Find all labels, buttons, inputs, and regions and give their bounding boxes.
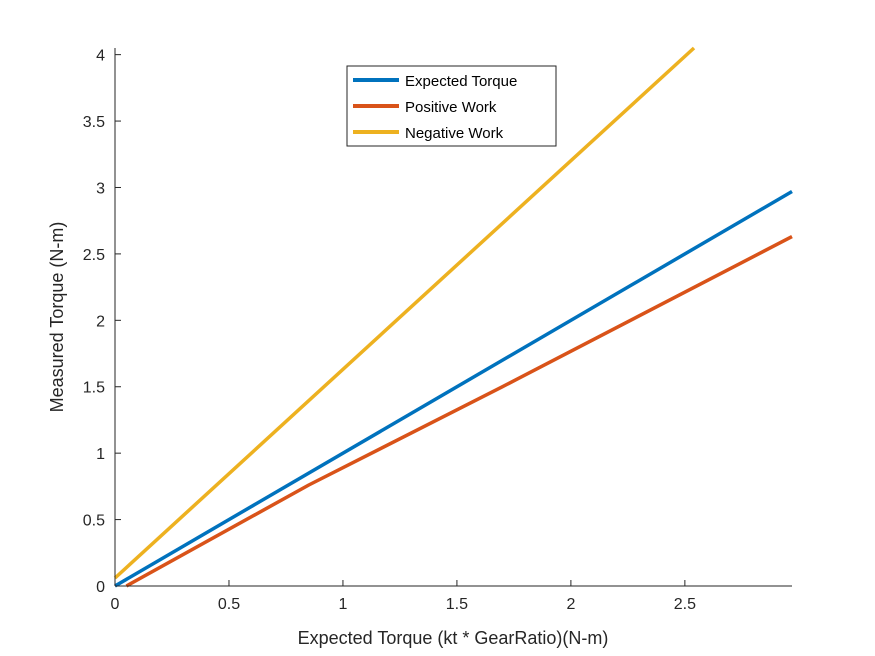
y-tick-label: 0.5 xyxy=(83,513,105,530)
series-layer xyxy=(113,46,793,588)
y-axis-title: Measured Torque (N-m) xyxy=(47,222,67,413)
y-tick-label: 3.5 xyxy=(83,114,105,131)
series-line-negative-work xyxy=(113,46,696,580)
x-tick-label: 2.5 xyxy=(674,596,696,613)
series-line-positive-work xyxy=(125,235,793,588)
series-line-expected-torque xyxy=(114,189,793,588)
legend-label-expected-torque: Expected Torque xyxy=(405,73,517,90)
legend-label-negative-work: Negative Work xyxy=(405,125,504,142)
y-tick-label: 2.5 xyxy=(83,247,105,264)
x-tick-label: 1 xyxy=(338,596,347,613)
x-ticks: 0 0.5 1 1.5 2 2.5 xyxy=(111,580,696,613)
y-tick-label: 0 xyxy=(96,579,105,596)
legend: Expected Torque Positive Work Negative W… xyxy=(346,65,557,147)
y-tick-label: 2 xyxy=(96,313,105,330)
x-tick-label: 2 xyxy=(566,596,575,613)
x-tick-label: 1.5 xyxy=(446,596,468,613)
x-tick-label: 0.5 xyxy=(218,596,240,613)
y-tick-label: 1.5 xyxy=(83,380,105,397)
x-axis-title: Expected Torque (kt * GearRatio)(N-m) xyxy=(298,628,609,648)
x-tick-label: 0 xyxy=(111,596,120,613)
y-ticks: 0 0.5 1 1.5 2 2.5 3 3.5 4 xyxy=(83,48,121,596)
y-tick-label: 1 xyxy=(96,446,105,463)
y-tick-label: 3 xyxy=(96,180,105,197)
legend-label-positive-work: Positive Work xyxy=(405,99,497,116)
y-tick-label: 4 xyxy=(96,48,105,65)
